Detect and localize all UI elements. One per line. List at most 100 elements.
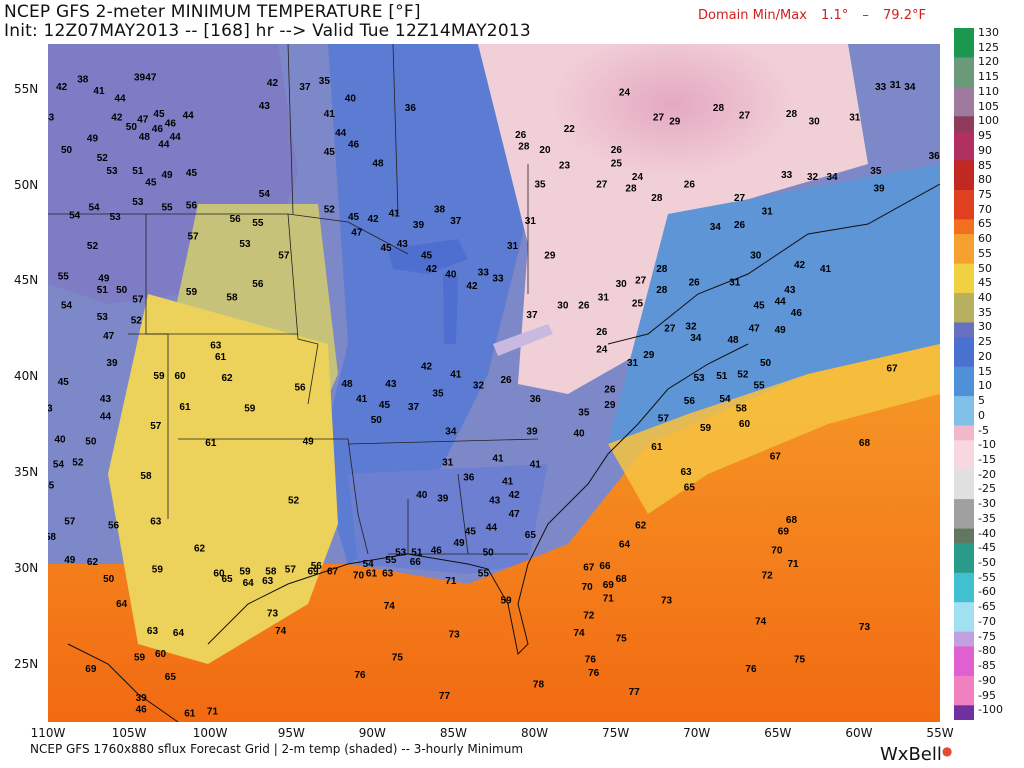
station-value: 76 [585, 655, 597, 666]
station-value: 26 [611, 145, 623, 156]
colorbar-swatch [954, 528, 974, 544]
station-value: 71 [207, 706, 219, 717]
station-value: 27 [664, 323, 676, 334]
station-value: 24 [619, 88, 631, 99]
station-value: 46 [136, 704, 148, 715]
domain-min-value: 1.1° [821, 8, 849, 23]
station-value: 73 [859, 622, 871, 633]
station-value: 40 [445, 270, 457, 281]
colorbar-swatch [954, 116, 974, 132]
station-value: 31 [627, 358, 639, 369]
station-value: 50 [103, 574, 115, 585]
station-value: 59 [501, 595, 513, 606]
station-value: 63 [382, 568, 394, 579]
station-value: 74 [574, 628, 586, 639]
colorbar-swatch [954, 160, 974, 176]
station-value: 50 [85, 436, 97, 447]
station-value: 49 [775, 325, 787, 336]
station-value: 41 [492, 454, 504, 465]
borders [48, 44, 539, 555]
colorbar-tick-label: 0 [978, 408, 985, 422]
station-value: 29 [669, 116, 681, 127]
station-value: 44 [100, 411, 112, 422]
station-value: 32 [807, 172, 819, 183]
station-value: 26 [501, 375, 513, 386]
station-value: 31 [762, 207, 774, 218]
station-value: 49 [454, 538, 466, 549]
station-value: 37 [526, 310, 538, 321]
station-value: 68 [786, 515, 798, 526]
station-value: 52 [737, 369, 749, 380]
station-value: 46 [165, 118, 177, 129]
station-value: 31 [890, 80, 902, 91]
station-value: 55 [162, 203, 174, 214]
station-value: 42 [794, 260, 806, 271]
station-value: 38 [434, 205, 446, 216]
colorbar-swatch [954, 190, 974, 206]
station-value: 39 [413, 220, 425, 231]
station-value: 33 [781, 170, 793, 181]
station-value: 41 [820, 264, 832, 275]
station-value: 47 [137, 115, 149, 126]
colorbar-tick-label: 60 [978, 232, 992, 246]
station-value: 22 [564, 124, 576, 135]
chart-subtitle: Init: 12Z07MAY2013 -- [168] hr --> Valid… [4, 21, 531, 41]
station-value: 44 [115, 94, 127, 105]
latitude-label: 55N [14, 81, 39, 96]
colorbar-tick-label: 25 [978, 335, 992, 349]
colorbar-swatch [954, 440, 974, 456]
colorbar-swatch [954, 322, 974, 338]
station-value: 61 [184, 708, 196, 719]
station-value: 54 [61, 300, 73, 311]
longitude-label: 90W [358, 726, 386, 740]
colorbar-swatch [954, 351, 974, 368]
colorbar-tick-label: -5 [978, 423, 989, 437]
station-value: 69 [778, 526, 790, 537]
station-value: 68 [859, 438, 871, 449]
station-value: 63 [681, 467, 693, 478]
station-value: 43 [259, 101, 271, 112]
colorbar-tick-label: 80 [978, 173, 992, 187]
station-value: 75 [392, 653, 404, 664]
station-value: 41 [530, 459, 542, 470]
station-value: 28 [656, 264, 668, 275]
longitude-label: 80W [520, 726, 549, 740]
colorbar-swatch [954, 278, 974, 294]
station-value: 44 [158, 139, 170, 150]
station-value: 55 [48, 480, 55, 491]
station-value: 25 [632, 298, 644, 309]
station-value: 36 [405, 103, 417, 114]
colorbar-swatch [954, 101, 974, 117]
station-value: 52 [131, 316, 143, 327]
colorbar-tick-label: 120 [978, 55, 999, 69]
station-value: 40 [416, 490, 428, 501]
station-value: 61 [179, 402, 191, 413]
colorbar-swatch [954, 72, 974, 88]
colorbar-tick-label: 15 [978, 364, 992, 378]
station-value: 27 [734, 193, 746, 204]
colorbar-tick-label: -60 [978, 585, 996, 599]
colorbar-swatch [954, 646, 974, 662]
colorbar-tick-label: -100 [978, 703, 1003, 717]
station-value: 45 [348, 212, 360, 223]
station-value: 59 [152, 565, 164, 576]
station-value: 51 [716, 371, 728, 382]
station-value: 54 [719, 394, 731, 405]
station-value: 42 [421, 362, 433, 373]
station-value: 56 [295, 383, 307, 394]
colorbar-tick-label: 55 [978, 246, 992, 260]
station-value: 69 [85, 664, 97, 675]
station-value: 45 [421, 251, 433, 262]
colorbar-tick-label: -50 [978, 556, 996, 570]
station-value: 73 [449, 630, 461, 641]
station-value: 42 [466, 281, 478, 292]
colorbar-tick-label: 10 [978, 379, 992, 393]
colorbar-tick-label: 125 [978, 40, 999, 54]
station-value: 36 [929, 151, 940, 162]
domain-max-value: 79.2°F [883, 8, 926, 23]
colorbar-tick-label: 110 [978, 84, 999, 98]
colorbar-tick-label: 130 [978, 26, 999, 39]
longitude-label: 65W [764, 726, 792, 740]
colorbar-swatch [954, 145, 974, 162]
colorbar-tick-label: 35 [978, 305, 992, 319]
